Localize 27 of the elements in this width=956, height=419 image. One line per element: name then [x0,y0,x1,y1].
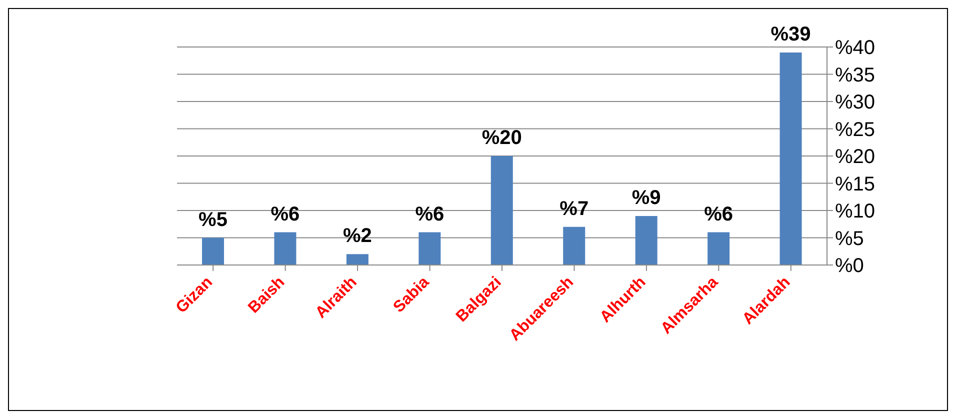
data-label: %9 [632,186,661,209]
bar [780,52,802,265]
bar [202,238,224,265]
bar [563,226,586,265]
bar [274,232,296,265]
y-tick-label: %20 [835,146,876,168]
data-label: %6 [704,203,734,226]
data-label: %20 [482,127,522,149]
y-tick-label: %10 [835,200,876,223]
data-label: %6 [270,203,300,226]
data-label: %7 [560,198,589,220]
bar [346,254,368,265]
bar [708,232,730,265]
bar [635,216,658,265]
data-label: %39 [770,23,811,46]
bar [490,156,513,265]
data-label: %5 [198,208,228,231]
y-tick-label: %0 [835,255,864,278]
data-label: %2 [342,225,372,248]
data-label: %6 [415,203,444,226]
y-tick-label: %25 [835,118,876,141]
y-tick-label: %15 [835,173,876,196]
bar [418,232,441,265]
y-tick-label: %35 [835,64,876,86]
y-tick-label: %30 [835,92,876,114]
y-tick-label: %5 [835,228,864,250]
y-tick-label: %40 [835,37,876,60]
